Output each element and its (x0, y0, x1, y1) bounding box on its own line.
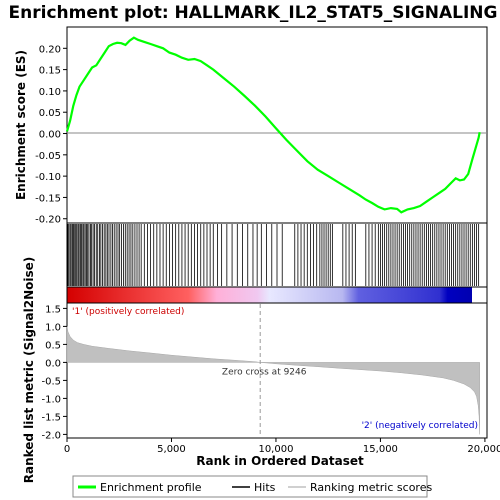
es-y-axis-ticks: 0.20 0.15 0.10 0.05 0.00 -0.05 -0.10 -0.15 -0.20 (35, 44, 67, 226)
metric-y-tick-label: -1.5 (41, 412, 61, 423)
x-axis-label: Rank in Ordered Dataset (196, 454, 364, 468)
zero-cross-label: Zero cross at 9246 (222, 367, 307, 377)
es-y-tick-label: -0.20 (35, 215, 61, 226)
enrichment-profile-group (65, 36, 481, 214)
es-y-tick-label: -0.05 (35, 151, 61, 162)
ranked-metric-panel: Zero cross at 9246 '1' (positively corre… (22, 257, 500, 484)
metric-y-tick-label: 0.0 (45, 358, 61, 369)
enrichment-profile-line (65, 36, 481, 214)
hit-marks (67, 224, 480, 286)
enrichment-plot-area (66, 26, 488, 224)
metric-y-tick-label: 1.5 (45, 304, 61, 315)
es-y-tick-label: -0.15 (35, 193, 61, 204)
es-y-tick-label: 0.05 (39, 108, 61, 119)
legend: Enrichment profile Hits Ranking metric s… (72, 475, 432, 498)
legend-label-hits: Hits (254, 481, 276, 494)
metric-y-tick-label: -1.0 (41, 394, 61, 405)
x-tick-label: 10,000 (258, 444, 293, 455)
hits-panel (66, 222, 488, 288)
metric-y-tick-label: -2.0 (41, 430, 61, 441)
es-y-tick-label: 0.15 (39, 66, 61, 77)
metric-y-tick-label: 1.0 (45, 322, 61, 333)
es-y-tick-label: 0.20 (39, 44, 61, 55)
x-tick-label: 5,000 (157, 444, 186, 455)
es-y-tick-label: -0.10 (35, 172, 61, 183)
x-tick-label: 20,000 (467, 444, 500, 455)
chart-title: Enrichment plot: HALLMARK_IL2_STAT5_SIGN… (9, 3, 498, 23)
enrichment-panel: 0.20 0.15 0.10 0.05 0.00 -0.05 -0.10 -0.15 -0.20… (14, 26, 488, 226)
legend-label-metric: Ranking metric scores (310, 481, 432, 494)
rank-gradient-bar (67, 287, 472, 303)
metric-x-axis-ticks: 0 5,000 10,000 15,000 20,000 (64, 438, 500, 455)
metric-y-axis-label: Ranked list metric (Signal2Noise) (22, 257, 36, 484)
es-y-tick-label: 0.10 (39, 87, 61, 98)
x-tick-label: 0 (64, 444, 70, 455)
rank-gradient-panel (66, 286, 488, 304)
es-y-tick-label: 0.00 (39, 130, 61, 141)
positive-correlation-label: '1' (positively correlated) (72, 307, 184, 317)
metric-y-tick-label: 0.5 (45, 340, 61, 351)
x-tick-label: 15,000 (363, 444, 398, 455)
metric-y-tick-label: -0.5 (41, 376, 61, 387)
negative-correlation-label: '2' (negatively correlated) (362, 421, 478, 431)
ranking-metric-area (66, 326, 480, 435)
metric-y-axis-ticks: 1.5 1.0 0.5 0.0 -0.5 -1.0 -1.5 -2.0 (41, 304, 67, 441)
es-y-axis-label: Enrichment score (ES) (14, 50, 28, 200)
legend-label-profile: Enrichment profile (100, 481, 202, 494)
